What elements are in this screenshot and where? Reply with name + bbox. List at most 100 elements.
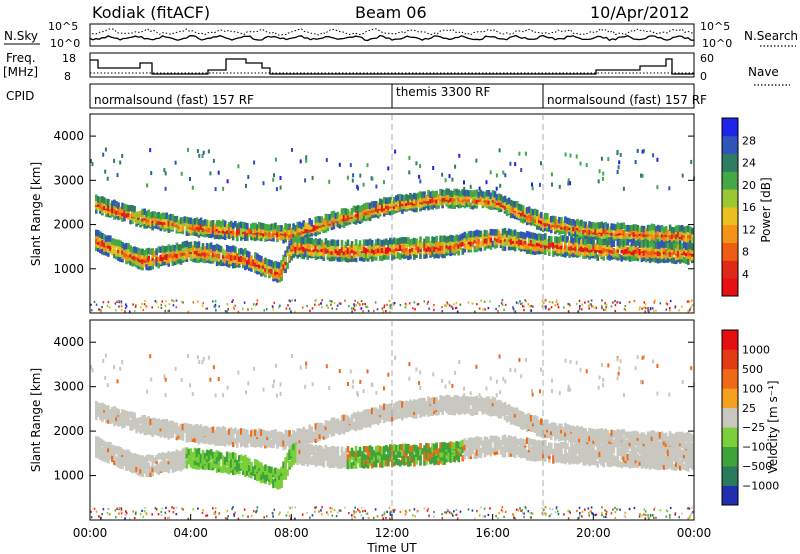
velocity-echo-cell: [592, 432, 595, 439]
power-echo-cell: [608, 238, 611, 246]
power-echo-cell: [106, 176, 109, 181]
power-echo-cell: [650, 248, 654, 256]
power-echo-cell: [469, 240, 473, 247]
velocity-echo-cell: [354, 412, 358, 420]
velocity-echo-cell: [407, 409, 410, 416]
power-echo-cell: [691, 304, 694, 307]
power-echo-cell: [320, 249, 324, 256]
velocity-echo-cell: [374, 407, 378, 414]
power-echo-cell: [540, 234, 543, 241]
power-echo-cell: [357, 301, 359, 304]
power-echo-cell: [371, 176, 374, 181]
velocity-echo-cell: [493, 397, 497, 404]
power-echo-cell: [181, 227, 185, 235]
velocity-echo-cell: [97, 410, 100, 417]
power-echo-cell: [628, 255, 632, 262]
power-echo-cell: [408, 155, 411, 160]
power-echo-cell: [101, 248, 104, 255]
power-echo-cell: [690, 306, 692, 309]
power-echo-cell: [217, 170, 220, 175]
power-echo-cell: [155, 301, 158, 304]
velocity-echo-cell: [678, 445, 682, 453]
power-echo-cell: [399, 244, 402, 252]
velocity-echo-cell: [646, 431, 650, 438]
power-echo-cell: [101, 240, 104, 247]
power-echo-cell: [620, 222, 624, 230]
power-echo-cell: [575, 154, 578, 159]
power-echo-cell: [597, 179, 600, 184]
power-echo-cell: [427, 245, 430, 252]
power-echo-cell: [205, 307, 207, 310]
power-echo-cell: [97, 235, 100, 242]
power-echo-cell: [121, 241, 124, 249]
power-echo-cell: [294, 225, 297, 232]
power-echo-cell: [678, 225, 682, 232]
power-echo-cell: [296, 226, 299, 233]
power-echo-cell: [352, 251, 356, 259]
power-echo-cell: [316, 239, 320, 246]
power-echo-cell: [437, 194, 440, 201]
power-echo-cell: [209, 227, 213, 234]
power-echo-cell: [151, 211, 154, 218]
velocity-echo-cell: [217, 426, 221, 434]
velocity-echo-cell: [578, 426, 581, 434]
power-echo-cell: [431, 243, 434, 251]
power-echo-cell: [252, 259, 255, 266]
power-echo-cell: [250, 227, 253, 235]
power-echo-cell: [264, 223, 267, 231]
power-echo-cell: [596, 222, 599, 229]
power-echo-cell: [187, 310, 190, 313]
power-echo-cell: [312, 242, 316, 250]
power-echo-cell: [519, 300, 521, 303]
velocity-echo-cell: [173, 422, 177, 430]
power-echo-cell: [590, 299, 593, 302]
velocity-echo-cell: [149, 466, 152, 473]
power-echo-cell: [378, 254, 382, 261]
power-echo-cell: [521, 243, 525, 250]
beam-title: Beam 06: [355, 3, 427, 22]
velocity-echo-cell: [312, 445, 316, 453]
power-echo-cell: [314, 249, 318, 256]
power-echo-cell: [624, 242, 628, 249]
velocity-echo-cell: [570, 437, 573, 445]
velocity-echo-cell: [393, 413, 396, 421]
velocity-echo-cell: [149, 455, 152, 462]
power-echo-cell: [415, 198, 418, 206]
power-echo-cell: [630, 248, 634, 256]
power-echo-cell: [217, 224, 221, 231]
colorbar-tick-label: 8: [742, 246, 749, 259]
power-echo-cell: [288, 254, 291, 261]
power-echo-cell: [632, 224, 636, 231]
velocity-echo-cell: [129, 465, 132, 473]
power-echo-cell: [242, 249, 245, 256]
power-echo-cell: [150, 171, 153, 176]
velocity-echo-cell: [163, 452, 167, 460]
power-echo-cell: [389, 248, 392, 256]
power-echo-cell: [574, 244, 577, 252]
velocity-echo-cell: [318, 432, 322, 439]
velocity-echo-cell: [391, 414, 394, 422]
power-echo-cell: [622, 253, 626, 261]
power-echo-cell: [290, 249, 293, 256]
power-echo-cell: [192, 301, 195, 304]
power-echo-cell: [223, 233, 227, 240]
power-echo-cell: [558, 217, 561, 224]
power-echo-cell: [137, 259, 140, 267]
power-echo-cell: [306, 237, 309, 244]
power-echo-cell: [602, 254, 605, 261]
power-echo-cell: [659, 302, 662, 305]
power-echo-cell: [638, 248, 642, 256]
power-echo-cell: [550, 241, 553, 248]
power-echo-cell: [602, 246, 605, 254]
power-echo-cell: [211, 224, 215, 232]
power-echo-cell: [389, 196, 392, 204]
power-echo-cell: [610, 240, 613, 248]
power-echo-cell: [183, 219, 187, 227]
power-echo-cell: [469, 235, 473, 242]
velocity-echo-cell: [330, 451, 334, 458]
velocity-echo-cell: [654, 438, 658, 446]
power-echo-cell: [161, 212, 165, 219]
velocity-echo-cell: [531, 415, 535, 422]
velocity-echo-cell: [119, 417, 122, 425]
power-echo-cell: [423, 191, 426, 198]
